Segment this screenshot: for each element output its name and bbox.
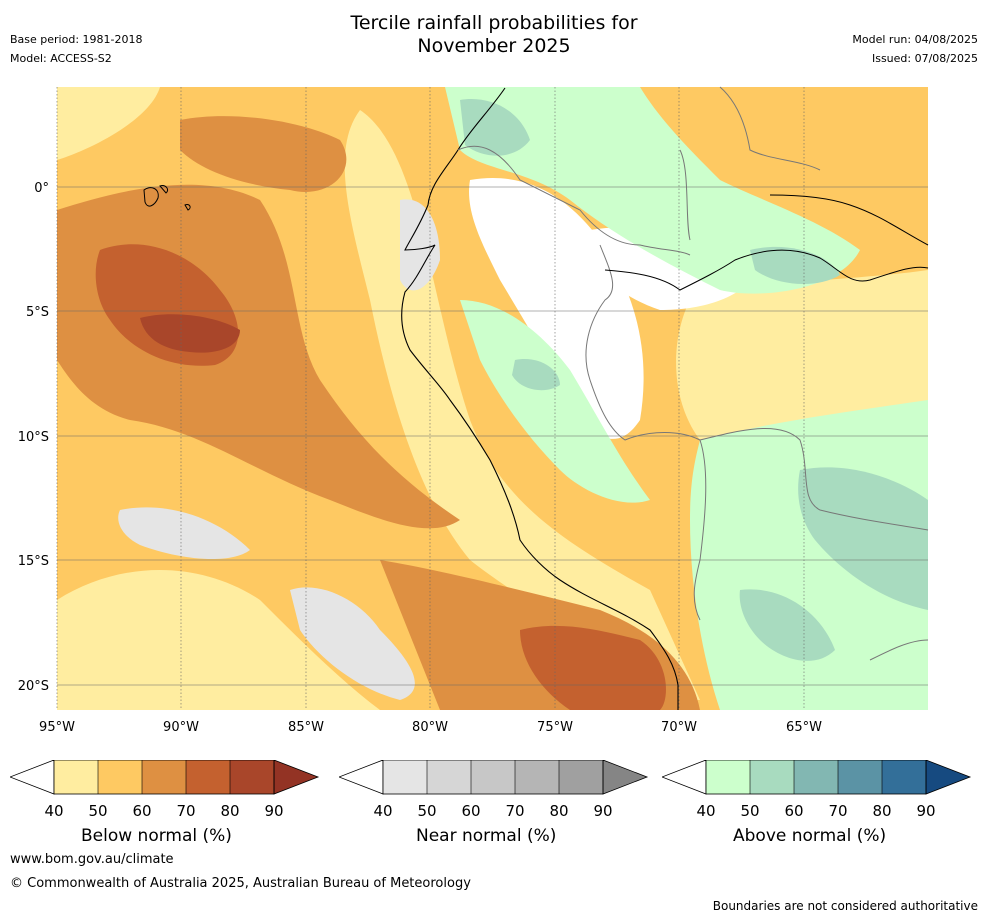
tick: 40 <box>373 802 392 820</box>
coastline <box>401 87 679 710</box>
base-period: Base period: 1981-2018 <box>10 33 143 46</box>
tick: 70 <box>505 802 524 820</box>
colorbar-above: 40 50 60 70 80 90 <box>660 759 972 820</box>
fill-below-60-north <box>180 116 347 192</box>
map-title: Tercile rainfall probabilities for Novem… <box>0 12 988 58</box>
map-lat-gridlines <box>57 186 928 686</box>
tick: 50 <box>417 802 436 820</box>
title-line-1: Tercile rainfall probabilities for <box>350 12 638 34</box>
colorbar-below: 40 50 60 70 80 90 <box>8 759 320 820</box>
galapagos-islands <box>143 185 191 211</box>
tick: 70 <box>828 802 847 820</box>
lon-label: 70°W <box>661 720 697 735</box>
lon-label: 85°W <box>288 720 324 735</box>
lon-label: 75°W <box>537 720 573 735</box>
cbar-seg <box>471 760 515 794</box>
colorbar-near: 40 50 60 70 80 90 <box>337 759 649 820</box>
lat-label: 20°S <box>18 679 49 694</box>
cbar-seg <box>230 760 274 794</box>
tick: 70 <box>176 802 195 820</box>
tick: 60 <box>132 802 151 820</box>
cbar-seg <box>559 760 603 794</box>
legend-above-label: Above normal (%) <box>733 826 887 846</box>
amazon-river <box>604 194 929 291</box>
tick: 80 <box>220 802 239 820</box>
tick: 40 <box>44 802 63 820</box>
tick: 40 <box>696 802 715 820</box>
fill-above-40-central <box>460 300 650 503</box>
cbar-seg <box>515 760 559 794</box>
fill-below-80-core <box>140 314 240 353</box>
fill-above-50-south <box>739 589 835 661</box>
fill-above-50-central <box>512 359 560 391</box>
cbar-seg <box>273 759 320 795</box>
cbar-seg <box>337 759 384 795</box>
cbar-seg <box>186 760 230 794</box>
fill-above-40-north <box>445 87 860 294</box>
tick: 50 <box>88 802 107 820</box>
cbar-seg <box>383 760 427 794</box>
lon-label: 65°W <box>786 720 822 735</box>
fill-above-50-southeast <box>798 467 928 610</box>
probability-map: 95°W 90°W 85°W 80°W 75°W 70°W 65°W 0° 5°… <box>18 86 929 735</box>
lat-label: 5°S <box>26 305 49 320</box>
fill-below-40-east <box>676 270 928 440</box>
model-name: Model: ACCESS-S2 <box>10 52 112 65</box>
fill-below-40-west <box>57 87 160 160</box>
fill-above-50-east <box>750 246 840 285</box>
fill-above-50-north <box>460 99 530 156</box>
cbar-seg <box>602 759 649 795</box>
cbar-seg <box>706 760 750 794</box>
lat-label: 0° <box>34 181 49 196</box>
fill-near-coast <box>400 199 440 291</box>
tick: 90 <box>593 802 612 820</box>
lon-axis-labels: 95°W 90°W 85°W 80°W 75°W 70°W 65°W <box>39 720 822 735</box>
fill-below-70-south <box>520 625 666 710</box>
footer-copyright: © Commonwealth of Australia 2025, Austra… <box>10 876 471 891</box>
map-fill-layer <box>57 87 928 710</box>
legend-below-normal: 40 50 60 70 80 90 Below normal (%) <box>8 759 320 846</box>
cbar-seg <box>794 760 838 794</box>
cbar-seg <box>660 759 707 795</box>
cbar-seg <box>427 760 471 794</box>
tick: 60 <box>784 802 803 820</box>
footer-url: www.bom.gov.au/climate <box>10 852 174 867</box>
lat-label: 10°S <box>18 430 49 445</box>
cbar-seg <box>750 760 794 794</box>
issued-date: Issued: 07/08/2025 <box>871 52 978 65</box>
fill-below-40-south <box>57 570 380 710</box>
lat-label: 15°S <box>18 554 49 569</box>
lon-label: 80°W <box>412 720 448 735</box>
cbar-seg <box>98 760 142 794</box>
cbar-seg <box>54 760 98 794</box>
legend-near-normal: 40 50 60 70 80 90 Near normal (%) <box>337 759 649 846</box>
map-gridlines <box>56 87 805 710</box>
legend-below-label: Below normal (%) <box>81 826 232 846</box>
tick: 50 <box>740 802 759 820</box>
fill-near-south <box>290 587 415 700</box>
cbar-seg <box>142 760 186 794</box>
cbar-seg <box>882 760 926 794</box>
meta-right: Model run: 04/08/2025 Issued: 07/08/2025 <box>852 30 978 68</box>
title-line-2: November 2025 <box>417 35 571 57</box>
lat-axis-labels: 0° 5°S 10°S 15°S 20°S <box>18 181 49 694</box>
cbar-seg <box>838 760 882 794</box>
meta-left: Base period: 1981-2018 Model: ACCESS-S2 <box>10 30 142 68</box>
lon-label: 90°W <box>163 720 199 735</box>
cbar-seg <box>8 759 55 795</box>
lon-label: 95°W <box>39 720 75 735</box>
fill-below-40-coast <box>344 110 700 700</box>
tick: 80 <box>872 802 891 820</box>
legend-near-label: Near normal (%) <box>416 826 557 846</box>
tick: 60 <box>461 802 480 820</box>
footer-note: Boundaries are not considered authoritat… <box>712 899 978 913</box>
model-run: Model run: 04/08/2025 <box>852 33 978 46</box>
tick: 90 <box>916 802 935 820</box>
cbar-seg <box>925 759 972 795</box>
country-borders <box>457 86 929 661</box>
fill-near-mid <box>118 507 251 560</box>
tick: 90 <box>264 802 283 820</box>
legend-above-normal: 40 50 60 70 80 90 Above normal (%) <box>660 759 972 846</box>
tick: 80 <box>549 802 568 820</box>
